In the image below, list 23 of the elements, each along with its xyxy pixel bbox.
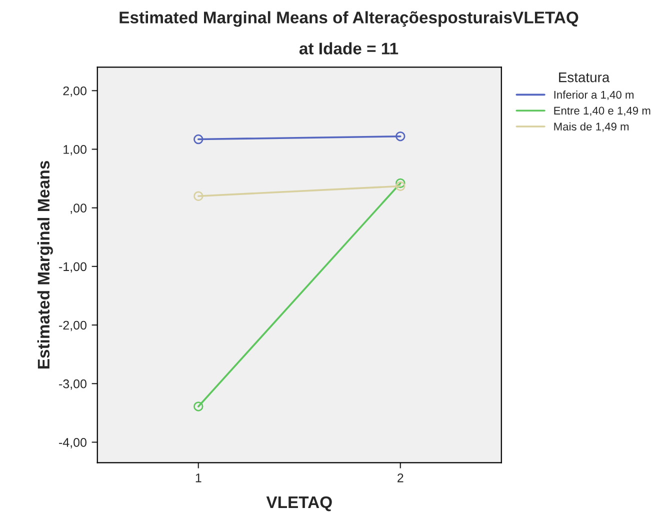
- x-tick-label: 1: [196, 474, 202, 482]
- y-axis-title: Estimated Marginal Means: [37, 160, 53, 368]
- legend-label: Mais de 1,49 m: [554, 122, 629, 132]
- chart-subtitle: at Idade = 11: [299, 42, 398, 54]
- legend-label: Entre 1,40 e 1,49 m: [554, 106, 650, 116]
- point: [396, 178, 406, 188]
- legend-label: Inferior a 1,40 m: [554, 90, 634, 100]
- point: [194, 134, 204, 144]
- y-tick-label: 2,00: [63, 86, 86, 97]
- y-tick-label: -1,00: [59, 262, 86, 273]
- y-tick-label: -3,00: [59, 379, 86, 390]
- point: [194, 191, 204, 201]
- y-tick-label: 1,00: [64, 145, 86, 156]
- point: [396, 131, 406, 142]
- y-tick-label: -2,00: [59, 320, 86, 332]
- x-tick-label: 2: [398, 473, 404, 482]
- y-tick-label: -4,00: [59, 438, 86, 448]
- legend-title: Estatura: [559, 72, 610, 82]
- point: [194, 402, 204, 412]
- chart-title: Estimated Marginal Means of AlteraçõesposturaisVLETAQ: [120, 11, 578, 27]
- x-axis-title: VLETAQ: [266, 496, 332, 512]
- y-tick-label: ,00: [70, 204, 86, 214]
- point: [396, 181, 406, 192]
